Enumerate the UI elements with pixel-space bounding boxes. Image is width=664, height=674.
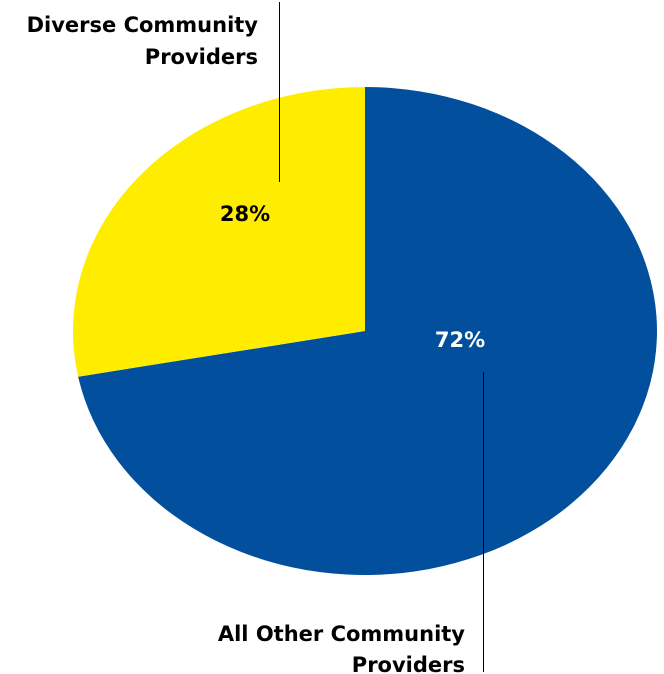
callout-label-other-line2: Providers xyxy=(352,653,465,674)
pie-slice-all-other-community-providers xyxy=(78,87,657,575)
pie-slice-diverse-community-providers xyxy=(72,87,366,377)
slice-value-label-diverse: 28% xyxy=(220,202,270,226)
callout-label-diverse-line2: Providers xyxy=(145,45,258,69)
slice-value-label-other: 72% xyxy=(435,328,485,352)
pie-slices xyxy=(72,87,657,575)
callout-label-diverse-line1: Diverse Community xyxy=(27,13,259,37)
callout-label-other-line1: All Other Community xyxy=(218,622,465,646)
